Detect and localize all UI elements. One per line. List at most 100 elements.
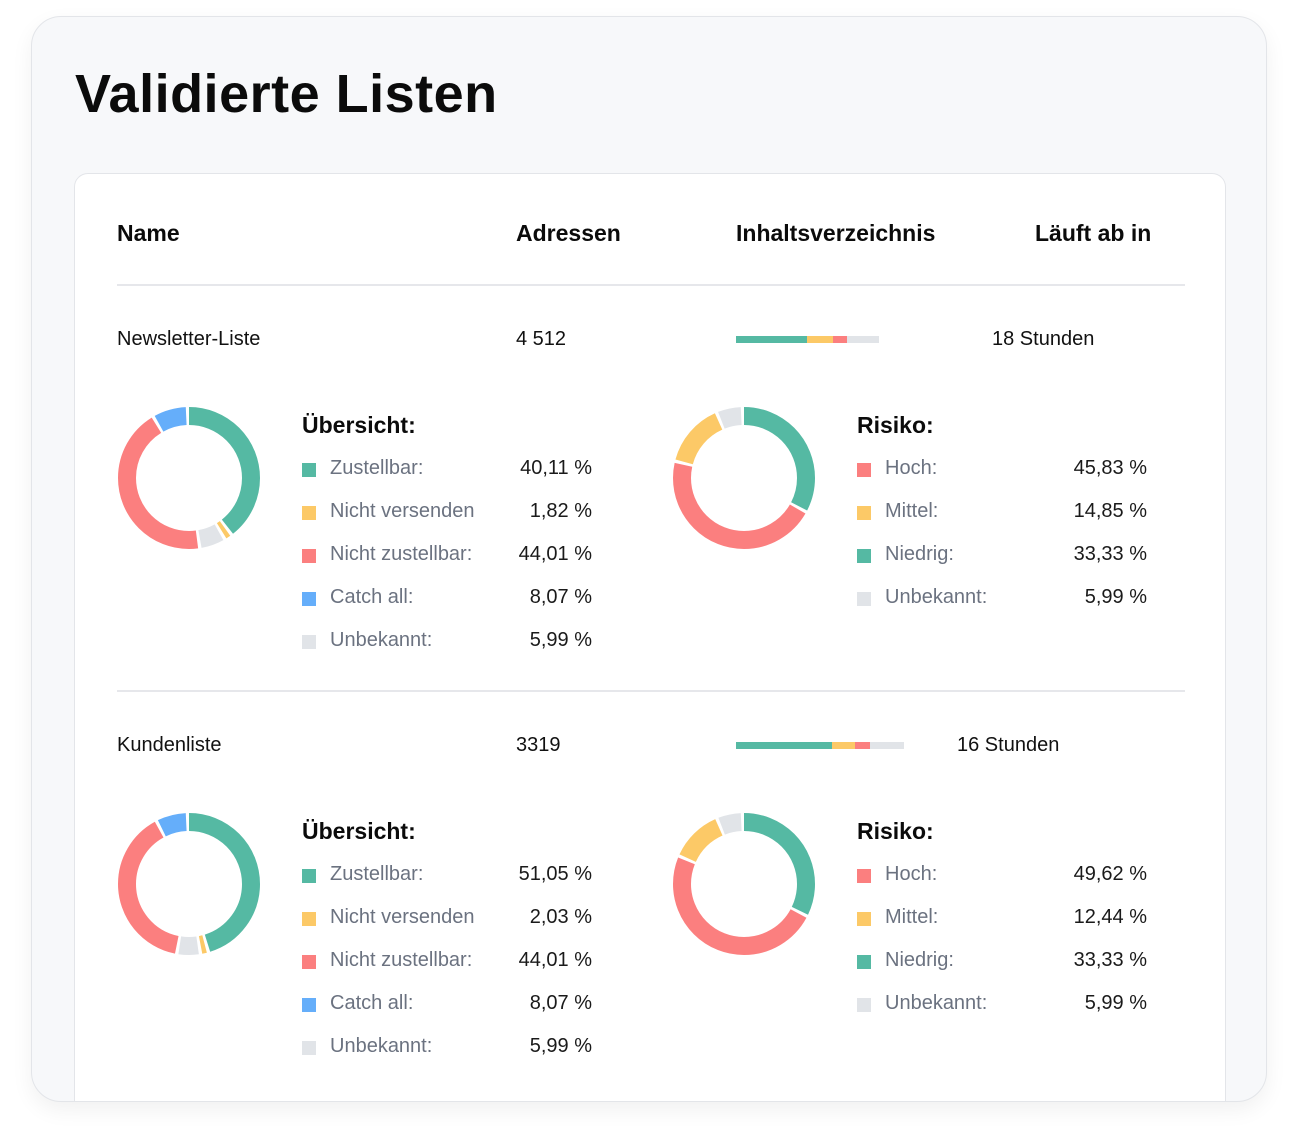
expires-in: 18 Stunden [992,328,1095,350]
legend-item-nicht-versenden: Nicht versenden 2,03 % [302,903,592,946]
legend-swatch [302,506,316,520]
donut-segment-unbekannt [118,813,260,955]
legend-item-unbekannt: Unbekannt: 5,99 % [302,1032,592,1075]
legend-value: 5,99 % [529,1035,592,1057]
donut-segment-zustellbar [118,813,260,955]
legend-swatch [302,955,316,969]
legend-item-unbekannt: Unbekannt: 5,99 % [302,626,592,669]
legend-label: Hoch: [885,457,938,479]
overview-legend: Zustellbar: 40,11 % Nicht versenden 1,82 % N… [302,454,592,669]
donut-segment-nicht-zustellbar [118,407,260,549]
row-divider [117,690,1185,692]
content-bar-segment-hoch [833,336,848,343]
donut-segment-zustellbar [118,407,260,549]
column-header-inhaltsverzeichnis: Inhaltsverzeichnis [736,220,936,246]
legend-swatch [857,463,871,477]
legend-value: 8,07 % [529,586,592,608]
legend-label: Unbekannt: [885,586,988,608]
legend-item-unbekannt: Unbekannt: 5,99 % [857,989,1147,1032]
legend-swatch [302,635,316,649]
legend-swatch [302,998,316,1012]
legend-item-unbekannt: Unbekannt: 5,99 % [857,583,1147,626]
overview-title: Übersicht: [302,818,416,844]
legend-label: Unbekannt: [330,1035,433,1057]
legend-label: Nicht versenden [330,500,475,522]
content-bar-segment-zustellbar [736,742,832,749]
legend-value: 51,05 % [518,863,592,885]
legend-item-niedrig: Niedrig: 33,33 % [857,946,1147,989]
legend-swatch [302,463,316,477]
legend-value: 49,62 % [1073,863,1147,885]
risk-donut-chart [673,407,815,549]
legend-item-nicht-zustellbar: Nicht zustellbar: 44,01 % [302,946,592,989]
legend-value: 5,99 % [1084,992,1147,1014]
donut-segment-niedrig [673,813,815,955]
legend-swatch [857,998,871,1012]
legend-swatch [857,506,871,520]
legend-swatch [857,955,871,969]
content-bar [736,336,879,343]
content-bar-segment-unbekannt [847,336,879,343]
list-name[interactable]: Kundenliste [117,734,222,756]
legend-item-nicht-zustellbar: Nicht zustellbar: 44,01 % [302,540,592,583]
legend-value: 33,33 % [1073,543,1147,565]
donut-segment-hoch [673,813,815,955]
legend-label: Catch all: [330,992,414,1014]
legend-value: 14,85 % [1073,500,1147,522]
expires-in: 16 Stunden [957,734,1060,756]
legend-label: Catch all: [330,586,414,608]
donut-segment-nicht-zustellbar [118,813,260,955]
address-count: 3319 [516,734,561,756]
header-divider [117,284,1185,286]
content-bar-segment-hoch [855,742,871,749]
legend-value: 44,01 % [518,949,592,971]
legend-label: Niedrig: [885,949,954,971]
risk-legend: Hoch: 45,83 % Mittel: 14,85 % Niedrig: 33,33 … [857,454,1147,626]
legend-label: Zustellbar: [330,457,424,479]
legend-swatch [302,869,316,883]
legend-label: Hoch: [885,863,938,885]
content-bar-segment-mittel [831,742,856,749]
column-header-name: Name [117,220,180,246]
risk-donut-chart [673,813,815,955]
list-name[interactable]: Newsletter-Liste [117,328,261,350]
lists-table-card: Name Adressen Inhaltsverzeichnis Läuft a… [74,173,1226,1101]
legend-value: 1,82 % [529,500,592,522]
validated-lists-panel: Validierte Listen Name Adressen Inhaltsv… [31,16,1267,1102]
address-count: 4 512 [516,328,567,350]
legend-value: 5,99 % [529,629,592,651]
legend-value: 45,83 % [1073,457,1147,479]
legend-label: Zustellbar: [330,863,424,885]
column-header-adressen: Adressen [516,220,621,246]
legend-swatch [302,912,316,926]
legend-label: Nicht zustellbar: [330,949,473,971]
legend-swatch [302,592,316,606]
legend-item-catch-all: Catch all: 8,07 % [302,989,592,1032]
content-bar-segment-unbekannt [870,742,904,749]
donut-segment-niedrig [673,407,815,549]
content-bar [736,742,904,749]
overview-donut-chart [118,813,260,955]
legend-item-hoch: Hoch: 45,83 % [857,454,1147,497]
content-bar-segment-zustellbar [736,336,807,343]
overview-title: Übersicht: [302,412,416,438]
legend-item-zustellbar: Zustellbar: 51,05 % [302,860,592,903]
legend-label: Nicht versenden [330,906,475,928]
legend-value: 40,11 % [520,457,592,479]
legend-item-nicht-versenden: Nicht versenden 1,82 % [302,497,592,540]
legend-item-catch-all: Catch all: 8,07 % [302,583,592,626]
legend-label: Niedrig: [885,543,954,565]
legend-item-mittel: Mittel: 14,85 % [857,497,1147,540]
column-header-laeuft-ab-in: Läuft ab in [1035,220,1152,246]
legend-swatch [857,592,871,606]
legend-item-zustellbar: Zustellbar: 40,11 % [302,454,592,497]
legend-swatch [857,869,871,883]
legend-value: 5,99 % [1084,586,1147,608]
legend-item-hoch: Hoch: 49,62 % [857,860,1147,903]
legend-label: Mittel: [885,906,939,928]
legend-value: 12,44 % [1073,906,1147,928]
legend-value: 33,33 % [1073,949,1147,971]
legend-label: Nicht zustellbar: [330,543,473,565]
legend-swatch [857,912,871,926]
legend-label: Unbekannt: [330,629,433,651]
